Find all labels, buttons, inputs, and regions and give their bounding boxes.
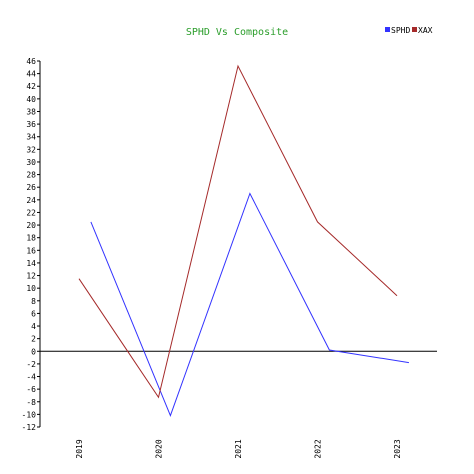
series-lines: [78, 64, 409, 417]
y-tick-label: 18: [26, 234, 36, 243]
y-tick-label: 44: [26, 70, 36, 79]
y-tick-label: 36: [26, 120, 36, 129]
y-tick-label: 26: [26, 183, 36, 192]
y-tick-label: 2: [31, 335, 36, 344]
y-axis-ticks: 4644424038363432302826242220181614121086…: [22, 57, 40, 432]
x-tick-label: 2022: [314, 439, 323, 458]
y-tick-label: -10: [22, 410, 37, 419]
y-tick-label: 32: [26, 145, 36, 154]
y-tick-label: 22: [26, 208, 36, 217]
legend-label-xax: XAX: [418, 26, 433, 35]
y-tick-label: 8: [31, 297, 36, 306]
legend-swatch-xax: [412, 27, 417, 32]
series-line-xax: [78, 64, 398, 399]
y-tick-label: 4: [31, 322, 36, 331]
x-tick-label: 2021: [234, 439, 243, 458]
chart-title: SPHD Vs Composite: [186, 27, 288, 38]
y-tick-label: -2: [26, 360, 36, 369]
y-tick-label: 42: [26, 82, 36, 91]
y-tick-label: 38: [26, 107, 36, 116]
y-tick-label: -8: [26, 398, 36, 407]
x-tick-label: 2019: [75, 439, 84, 458]
series-line-sphd: [90, 192, 409, 417]
legend-label-sphd: SPHD: [391, 26, 410, 35]
legend: SPHD XAX: [385, 26, 433, 35]
y-tick-label: 30: [26, 158, 36, 167]
y-tick-label: 34: [26, 133, 36, 142]
y-tick-label: 28: [26, 171, 36, 180]
legend-swatch-sphd: [385, 27, 390, 32]
y-tick-label: -12: [22, 423, 37, 432]
y-tick-label: 40: [26, 95, 36, 104]
x-tick-label: 2023: [393, 439, 402, 458]
y-tick-label: 6: [31, 309, 36, 318]
y-tick-label: 12: [26, 272, 36, 281]
y-tick-label: 16: [26, 246, 36, 255]
y-tick-label: 20: [26, 221, 36, 230]
axes: [39, 61, 437, 427]
x-axis-ticks: 2019 2020 2021 2022 2023: [75, 439, 402, 458]
y-tick-label: 24: [26, 196, 36, 205]
y-tick-label: 46: [26, 57, 36, 66]
y-tick-label: -6: [26, 385, 36, 394]
y-tick-label: 10: [26, 284, 36, 293]
y-tick-label: 0: [31, 347, 36, 356]
y-tick-label: -4: [26, 373, 36, 382]
y-tick-label: 14: [26, 259, 36, 268]
x-tick-label: 2020: [155, 439, 164, 458]
